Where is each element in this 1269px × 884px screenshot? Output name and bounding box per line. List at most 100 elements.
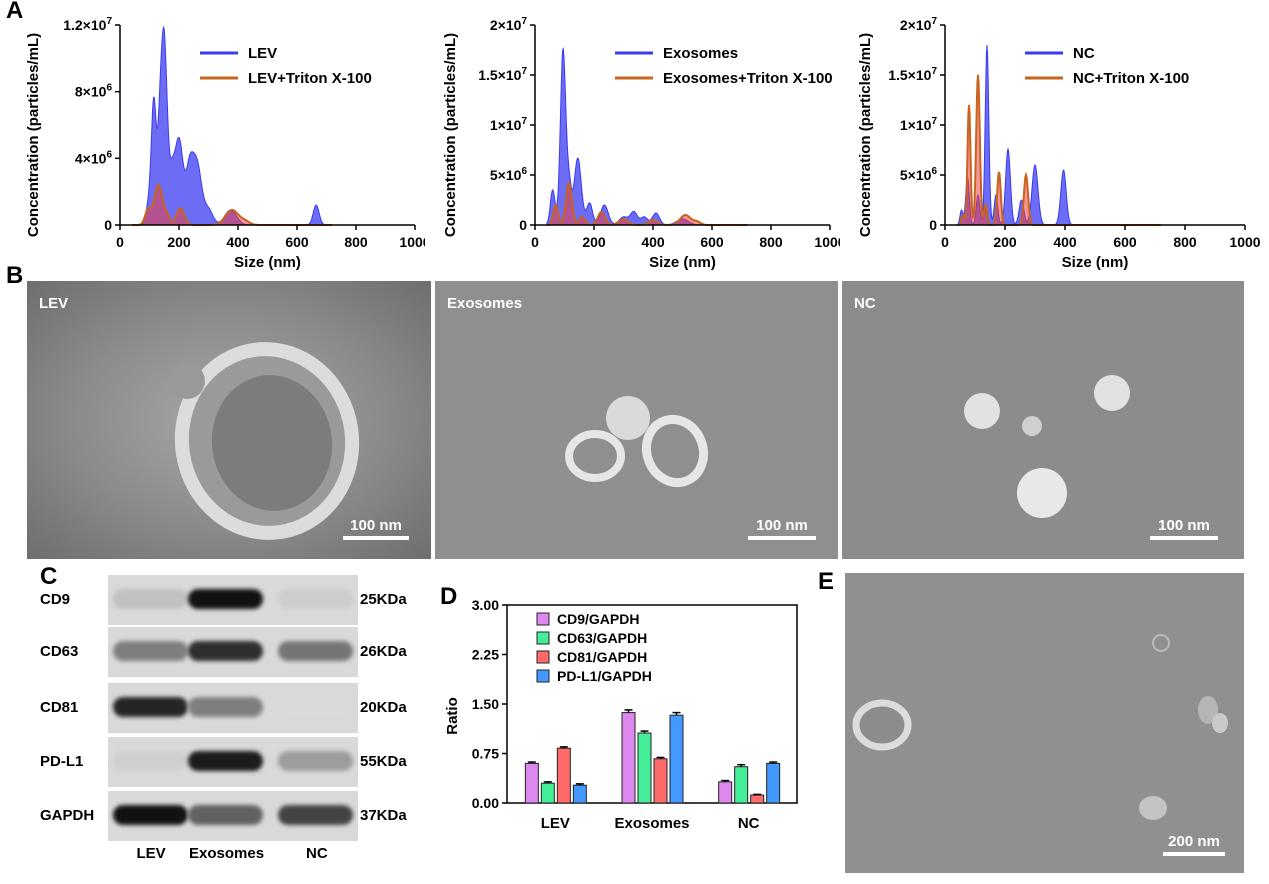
bar <box>621 712 636 804</box>
category-label: LEV <box>541 815 570 832</box>
legend-label: CD9/GAPDH <box>557 611 639 627</box>
nta-chart-lev: 0 200 400 600 800 1000 0 4×106 8×106 1.2×107 Size … <box>25 16 425 271</box>
blot-band <box>187 805 263 825</box>
blot-strip-gapdh <box>108 791 358 841</box>
legend-label: PD-L1/GAPDH <box>557 668 652 684</box>
blot-band <box>112 589 188 609</box>
y-tick-label: 1×107 <box>490 116 528 133</box>
y-tick-label: 5×106 <box>490 166 528 183</box>
blot-kda-label: 55KDa <box>360 753 407 770</box>
y-tick-label: 0 <box>519 217 527 233</box>
bar <box>669 714 684 804</box>
legend-label: CD63/GAPDH <box>557 630 647 646</box>
blot-row-label: GAPDH <box>40 807 95 824</box>
blot-strip-cd81 <box>108 683 358 733</box>
x-tick-label: 0 <box>116 234 124 250</box>
e-vesicles <box>852 634 1228 820</box>
bar <box>718 781 733 804</box>
blot-band <box>277 805 353 825</box>
blot-band <box>187 751 263 771</box>
blot-strip-pd-l1 <box>108 737 358 787</box>
nta-chart-nc: 0 200 400 600 800 1000 0 5×106 1×107 1.5×107 2×107… <box>857 16 1261 271</box>
blot-row-label: CD81 <box>40 699 79 716</box>
nta-chart-exosomes: 0 200 400 600 800 1000 0 5×106 1×107 1.5×107 2×107… <box>442 16 840 271</box>
bar <box>750 794 765 804</box>
panel-letter-c: C <box>40 563 58 590</box>
y-tick-label: 2×107 <box>490 16 528 33</box>
category-label: NC <box>738 815 760 832</box>
bar-chart-ratio: 0.00 0.75 1.50 2.25 3.00 Ratio LEV Exosomes NC CD… <box>445 597 798 832</box>
x-tick-label: 600 <box>285 234 309 250</box>
tem-label-nc: NC <box>854 295 876 312</box>
legend-swatch <box>536 612 550 626</box>
tem-image-lev: LEV 100 nm <box>27 281 431 559</box>
x-tick-label: 400 <box>226 234 250 250</box>
lev-vesicle <box>169 342 360 540</box>
x-tick-label: 200 <box>582 234 606 250</box>
y-tick-label: 0 <box>929 217 937 233</box>
legend-swatch <box>536 669 550 683</box>
bar <box>524 762 539 804</box>
blot-band <box>187 641 263 661</box>
y-tick-label: 0.00 <box>472 795 499 811</box>
y-tick-label: 1.5×107 <box>888 66 937 83</box>
y-tick-label: 3.00 <box>472 597 499 613</box>
scale-bar-exosomes: 100 nm <box>748 517 816 540</box>
x-tick-label: 600 <box>700 234 724 250</box>
bar <box>572 784 587 804</box>
blot-kda-label: 26KDa <box>360 643 407 660</box>
blot-band <box>112 805 188 825</box>
blot-row-label: CD63 <box>40 643 79 660</box>
x-tick-label: 1000 <box>1229 234 1260 250</box>
blot-band <box>277 697 353 717</box>
bar <box>734 766 749 804</box>
legend-label-main: Exosomes <box>663 45 738 62</box>
panel-letter-e: E <box>818 568 835 595</box>
blot-band <box>187 589 263 609</box>
legend-swatch <box>536 631 550 645</box>
bar <box>653 758 668 804</box>
scale-bar-e: 200 nm <box>1163 833 1225 856</box>
blot-band <box>277 641 353 661</box>
y-tick-label: 1.2×107 <box>63 16 112 33</box>
legend-swatch <box>536 650 550 664</box>
x-tick-label: 800 <box>1173 234 1197 250</box>
y-axis-label: Concentration (particles/mL) <box>857 33 874 237</box>
y-tick-label: 5×106 <box>900 166 938 183</box>
panel-letter-a: A <box>6 0 24 24</box>
blot-band <box>112 697 188 717</box>
legend-label: CD81/GAPDH <box>557 649 647 665</box>
panel-letter-b: B <box>6 262 24 289</box>
bar <box>637 732 652 804</box>
exosome-vesicles <box>565 396 708 488</box>
x-tick-label: 200 <box>167 234 191 250</box>
blot-strip-cd63 <box>108 627 358 677</box>
y-axis-label: Concentration (particles/mL) <box>25 33 42 237</box>
legend-label-triton: LEV+Triton X-100 <box>248 70 372 87</box>
tem-image-exosomes: Exosomes 100 nm <box>435 281 838 559</box>
category-label: Exosomes <box>614 815 689 832</box>
x-axis-label: Size (nm) <box>234 254 301 271</box>
x-tick-label: 800 <box>759 234 783 250</box>
blot-band <box>112 751 188 771</box>
x-axis-label: Size (nm) <box>649 254 716 271</box>
y-tick-label: 1×107 <box>900 116 938 133</box>
blot-kda-label: 37KDa <box>360 807 407 824</box>
x-tick-label: 1000 <box>814 234 840 250</box>
legend-label-triton: NC+Triton X-100 <box>1073 70 1189 87</box>
x-tick-label: 200 <box>993 234 1017 250</box>
x-tick-label: 400 <box>641 234 665 250</box>
bar <box>766 762 781 804</box>
nc-vesicles <box>964 375 1130 518</box>
y-tick-label: 1.5×107 <box>478 66 527 83</box>
x-tick-label: 1000 <box>399 234 425 250</box>
y-tick-label: 1.50 <box>472 696 499 712</box>
tem-label-exosomes: Exosomes <box>447 295 523 312</box>
y-tick-label: 8×106 <box>75 83 113 100</box>
blot-lane-label: NC <box>306 845 328 862</box>
y-axis-label: Ratio <box>445 697 461 735</box>
y-tick-label: 2×107 <box>900 16 938 33</box>
legend-label-main: NC <box>1073 45 1095 62</box>
legend-label-main: LEV <box>248 45 277 62</box>
scale-bar-nc: 100 nm <box>1150 517 1218 540</box>
